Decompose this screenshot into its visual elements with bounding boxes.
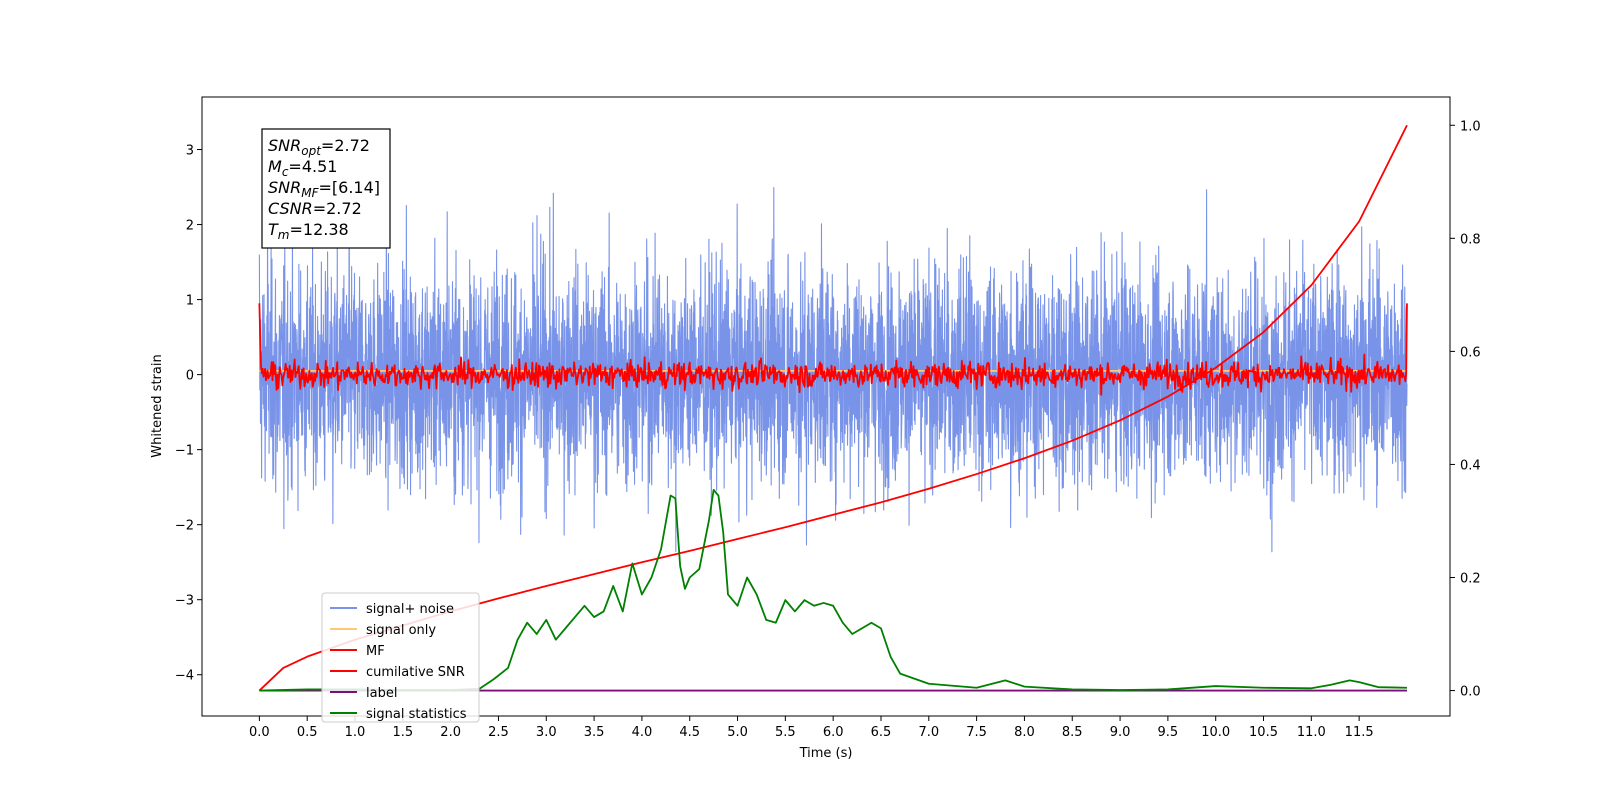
legend-label: signal statistics [366, 707, 467, 722]
y-tick-label: 2 [186, 219, 194, 234]
x-tick-label: 4.0 [632, 725, 653, 740]
x-tick-label: 9.5 [1158, 725, 1179, 740]
y2-tick-label: 0.8 [1460, 232, 1481, 247]
x-tick-label: 6.0 [823, 725, 844, 740]
y-tick-label: 1 [186, 294, 194, 309]
x-tick-label: 9.0 [1110, 725, 1131, 740]
y-tick-label: −3 [175, 594, 194, 609]
x-axis-label: Time (s) [799, 746, 853, 761]
legend-label: cumilative SNR [366, 665, 465, 680]
x-tick-label: 11.5 [1345, 725, 1374, 740]
x-tick-label: 6.5 [871, 725, 892, 740]
x-tick-label: 2.5 [488, 725, 509, 740]
y-tick-label: −1 [175, 444, 194, 459]
legend-label: label [366, 686, 397, 701]
annotation-line: CSNR=2.72 [268, 199, 362, 218]
x-tick-label: 4.5 [679, 725, 700, 740]
annotation-line: Mc=4.51 [268, 157, 337, 179]
x-tick-label: 7.5 [966, 725, 987, 740]
legend-label: signal+ noise [366, 602, 454, 617]
y-tick-label: 0 [186, 369, 194, 384]
legend: signal+ noise signal only MF cumilative SNR… [322, 593, 479, 722]
x-tick-label: 5.5 [775, 725, 796, 740]
x-tick-label: 1.0 [345, 725, 366, 740]
y-tick-label: −2 [175, 519, 194, 534]
x-tick-label: 5.0 [727, 725, 748, 740]
x-tick-label: 2.0 [440, 725, 461, 740]
x-tick-label: 8.5 [1062, 725, 1083, 740]
x-tick-label: 0.5 [297, 725, 318, 740]
y-tick-label: −4 [175, 669, 194, 684]
x-tick-label: 8.0 [1014, 725, 1035, 740]
x-tick-label: 10.0 [1201, 725, 1230, 740]
y2-tick-label: 0.4 [1460, 458, 1481, 473]
x-tick-label: 3.0 [536, 725, 557, 740]
x-tick-label: 3.5 [584, 725, 605, 740]
x-tick-label: 11.0 [1297, 725, 1326, 740]
y-axis-label: Whitened strain [150, 354, 165, 457]
y-tick-label: 3 [186, 144, 194, 159]
x-tick-label: 0.0 [249, 725, 270, 740]
y2-tick-label: 0.2 [1460, 572, 1481, 587]
annotation-line: SNRMF=[6.14] [268, 178, 380, 200]
legend-label: signal only [366, 623, 436, 638]
x-tick-label: 1.5 [392, 725, 413, 740]
x-tick-label: 7.0 [918, 725, 939, 740]
y2-tick-label: 0.0 [1460, 685, 1481, 700]
x-tick-label: 10.5 [1249, 725, 1278, 740]
y2-tick-label: 0.6 [1460, 345, 1481, 360]
y2-tick-label: 1.0 [1460, 119, 1481, 134]
legend-label: MF [366, 644, 385, 659]
annotation-box: SNRopt=2.72Mc=4.51SNRMF=[6.14]CSNR=2.72T… [262, 129, 390, 248]
